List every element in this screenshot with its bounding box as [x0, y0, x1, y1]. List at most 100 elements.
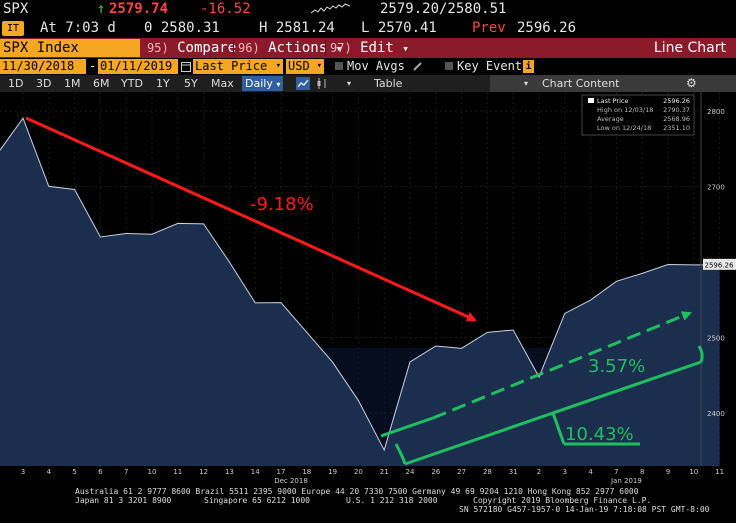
- range-3d[interactable]: 3D: [36, 77, 52, 90]
- range-1d[interactable]: 1D: [8, 77, 24, 90]
- x-tick-label: 9: [666, 468, 670, 476]
- edit-menu[interactable]: 97) Edit ▾: [330, 38, 409, 58]
- price-field-select[interactable]: Last Price ▾: [193, 59, 283, 74]
- chart-canvas: 3 4 5 6 7 10 11 12 13 14 17 18 19 20 21 24 26 27 28 31 2 3 4 7 8…: [0, 92, 736, 485]
- period-label: Daily: [245, 77, 273, 90]
- x-tick-label: 3: [21, 468, 25, 476]
- legend-swatch: [588, 98, 594, 103]
- chevron-down-icon: ▾: [402, 42, 409, 55]
- candlestick-icon[interactable]: [316, 77, 328, 90]
- pencil-icon[interactable]: [412, 61, 422, 72]
- up-arrow-icon: ↑: [97, 1, 106, 17]
- x-tick-label: 4: [588, 468, 593, 476]
- line-chart-icon[interactable]: [296, 77, 310, 90]
- chart-legend: Last Price 2596.26 High on 12/03/18 2790…: [581, 94, 695, 136]
- legend-row-label: Last Price: [597, 97, 628, 105]
- mov-avgs-checkbox[interactable]: [335, 62, 343, 70]
- chevron-down-icon: ▾: [316, 61, 322, 71]
- rebound-solid-percent: 10.43%: [565, 424, 634, 445]
- x-tick-label: 28: [483, 468, 492, 476]
- quote-time: At 7:03 d: [40, 20, 116, 36]
- menu-divider: [233, 40, 234, 56]
- range-6m[interactable]: 6M: [93, 77, 110, 90]
- legend-row-label: Average: [597, 115, 624, 123]
- net-change: -16.52: [200, 1, 251, 17]
- footer-phones-singapore: Singapore 65 6212 1000: [204, 496, 310, 505]
- x-tick-label: 12: [199, 468, 208, 476]
- chart-content-label: Chart Content: [542, 77, 620, 90]
- y-tick-label: 2400: [707, 410, 725, 418]
- compare-label: Compare: [177, 40, 237, 56]
- key-events-checkbox[interactable]: [445, 62, 453, 70]
- edit-label: Edit: [360, 40, 394, 56]
- range-1m[interactable]: 1M: [64, 77, 81, 90]
- chart-content-panel-header[interactable]: ▾ Chart Content ⚙: [490, 75, 736, 92]
- table-button[interactable]: Table: [374, 77, 403, 90]
- rebound-label-leader: [551, 412, 566, 445]
- legend-row-value: 2568.96: [663, 115, 690, 123]
- x-tick-label: 7: [124, 468, 128, 476]
- date-range-dash: -: [89, 59, 97, 73]
- start-date-field[interactable]: 11/30/2018: [0, 59, 86, 74]
- range-1y[interactable]: 1Y: [156, 77, 170, 90]
- end-date-field[interactable]: 01/11/2019: [98, 59, 178, 74]
- ticker-input[interactable]: SPX Index: [0, 39, 140, 57]
- x-month-label: Dec 2018: [274, 477, 308, 485]
- low-price: L 2570.41: [361, 20, 437, 36]
- chevron-down-icon[interactable]: ▾: [347, 79, 352, 88]
- footer-contacts: Australia 61 2 9777 8600 Brazil 5511 239…: [0, 486, 736, 523]
- x-tick-label: 7: [614, 468, 618, 476]
- price-field-label: Last Price: [195, 59, 268, 73]
- footer-copyright: Copyright 2019 Bloomberg Finance L.P.: [473, 496, 652, 505]
- timeframe-bar: 1D 3D 1M 6M YTD 1Y 5Y Max Daily ▾ ▾ Tabl…: [0, 75, 736, 92]
- price-line: [0, 117, 720, 452]
- menu-bar: SPX Index 95) Compare 96) Actions ▾ 97) …: [0, 38, 736, 58]
- footer-phones-us: U.S. 1 212 318 2000: [346, 496, 438, 505]
- chart-parameters: 11/30/2018 - 01/11/2019 Last Price ▾ USD…: [0, 58, 736, 75]
- sparkline-icon: [310, 3, 351, 14]
- x-tick-label: 11: [173, 468, 182, 476]
- range-max[interactable]: Max: [211, 77, 234, 90]
- range-5y[interactable]: 5Y: [184, 77, 198, 90]
- actions-label: Actions: [268, 40, 328, 56]
- decline-percent: -9.18%: [250, 194, 314, 215]
- chevron-down-icon: ▾: [524, 79, 529, 88]
- x-tick-label: 10: [148, 468, 157, 476]
- footer-phones-japan: Japan 81 3 3201 8900: [75, 496, 172, 505]
- x-tick-label: 10: [689, 468, 698, 476]
- actions-shortcut: 96): [238, 41, 260, 55]
- x-tick-label: 8: [640, 468, 644, 476]
- quote-detail-bar: IT At 7:03 d 0 2580.31 H 2581.24 L 2570.…: [0, 19, 736, 38]
- decline-arrow: [25, 116, 477, 322]
- prev-close: 2596.26: [517, 20, 577, 36]
- period-select[interactable]: Daily ▾: [242, 76, 284, 91]
- footer-session-info: SN 572180 G457-1957-0 14-Jan-19 7:18:08 …: [459, 505, 710, 514]
- legend-row-label: High on 12/03/18: [597, 106, 653, 114]
- line-chart: 3 4 5 6 7 10 11 12 13 14 17 18 19 20 21 24 26 27 28 31 2 3 4 7 8…: [0, 92, 736, 486]
- y-tick-label: 2500: [707, 335, 725, 343]
- menu-divider: [325, 40, 326, 56]
- gear-icon[interactable]: ⚙: [686, 76, 697, 90]
- x-tick-label: 6: [98, 468, 103, 476]
- x-tick-label: 2: [537, 468, 541, 476]
- actions-menu[interactable]: 96) Actions ▾: [238, 38, 342, 58]
- x-axis-ticks: 3 4 5 6 7 10 11 12 13 14 17 18 19 20 21 24 26 27 28 31 2 3 4 7 8…: [21, 468, 724, 485]
- chevron-down-icon: ▾: [335, 42, 343, 55]
- last-price-tag: 2596.26: [703, 258, 736, 270]
- calendar-icon[interactable]: [181, 61, 191, 72]
- currency-label: USD: [288, 59, 310, 73]
- info-icon[interactable]: i: [523, 60, 534, 73]
- currency-select[interactable]: USD ▾: [286, 59, 324, 74]
- x-tick-label: 14: [251, 468, 260, 476]
- last-price: 2579.74: [109, 1, 169, 17]
- quote-bar: SPX ↑ 2579.74 -16.52 2579.20/2580.51: [0, 0, 736, 19]
- compare-shortcut: 95): [147, 41, 169, 55]
- x-tick-label: 3: [563, 468, 567, 476]
- view-title: Line Chart: [653, 40, 726, 56]
- x-tick-label: 11: [715, 468, 724, 476]
- rebound-bracket-right: [697, 345, 704, 363]
- range-ytd[interactable]: YTD: [121, 77, 143, 90]
- price-area: [0, 118, 720, 466]
- compare-button[interactable]: 95) Compare: [147, 38, 236, 58]
- footer-phones-line1: Australia 61 2 9777 8600 Brazil 5511 239…: [75, 487, 639, 496]
